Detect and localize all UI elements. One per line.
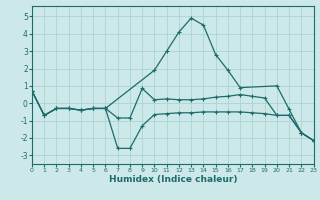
X-axis label: Humidex (Indice chaleur): Humidex (Indice chaleur) [108, 175, 237, 184]
